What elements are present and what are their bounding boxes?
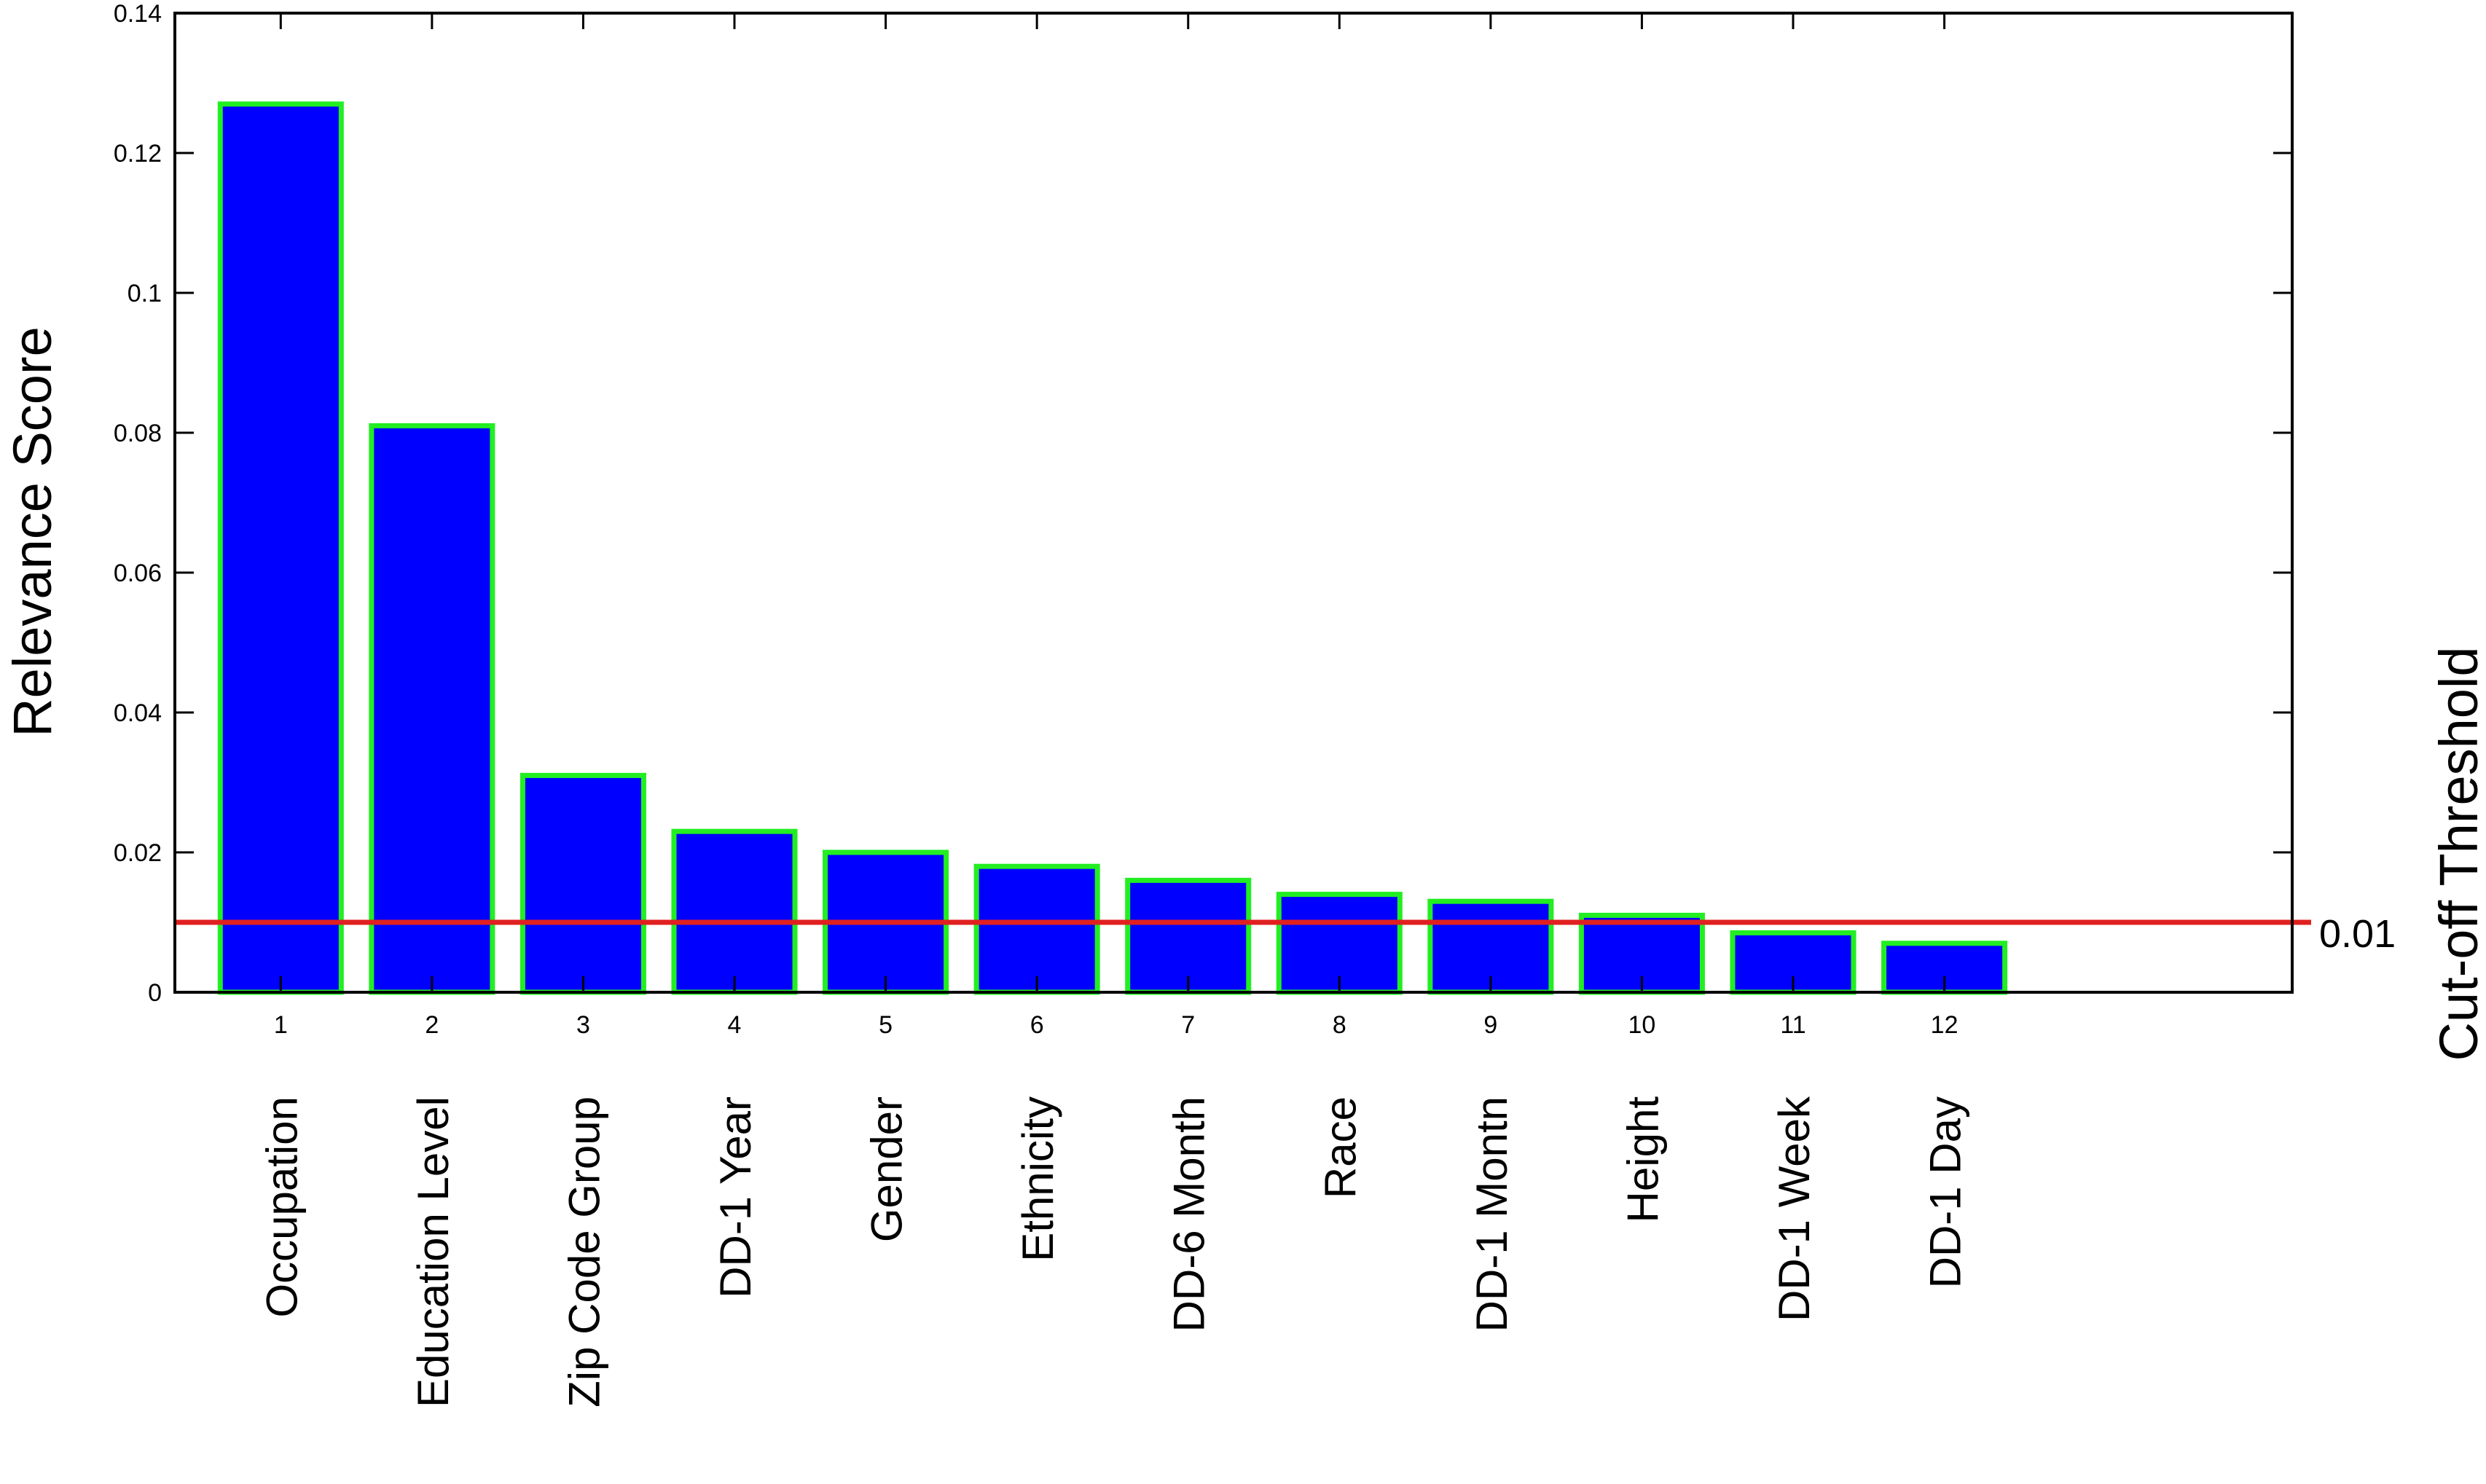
y-tick-label: 0.04 (114, 699, 162, 727)
category-label: Occupation (257, 1096, 306, 1318)
bars-layer (217, 101, 2008, 995)
x-tick-label: 12 (1931, 1011, 1958, 1039)
y-axis-ticks: 0 0.02 0.04 0.06 0.08 0.1 0.12 0.14 (114, 0, 2292, 1007)
x-tick-label: 9 (1483, 1011, 1497, 1039)
category-label: Gender (863, 1096, 911, 1242)
category-label: DD-6 Month (1165, 1096, 1214, 1332)
x-tick-label: 11 (1780, 1011, 1805, 1039)
x-tick-label: 2 (425, 1011, 439, 1039)
y-axis-label: Relevance Score (2, 326, 63, 737)
category-labels: Occupation Education Level Zip Code Group D… (257, 1096, 1969, 1408)
x-tick-label: 6 (1030, 1011, 1044, 1039)
category-label: Education Level (409, 1096, 458, 1408)
category-label: DD-1 Montn (1467, 1096, 1516, 1332)
category-label: DD-1 Year (711, 1096, 760, 1298)
category-label: Ethnicity (1013, 1096, 1062, 1262)
category-label: Height (1618, 1096, 1667, 1223)
x-tick-label: 4 (728, 1011, 742, 1039)
bar-4 (671, 828, 798, 995)
x-tick-label: 10 (1628, 1011, 1656, 1039)
y-tick-label: 0.14 (114, 0, 162, 28)
x-tick-label: 8 (1333, 1011, 1346, 1039)
y-tick-label: 0.12 (114, 140, 162, 168)
y-tick-label: 0.1 (128, 280, 162, 307)
x-tick-label: 3 (576, 1011, 590, 1039)
x-tick-label: 7 (1181, 1011, 1195, 1039)
y-tick-label: 0.08 (114, 420, 162, 447)
y-tick-label: 0 (148, 979, 162, 1007)
plot-frame (173, 12, 2294, 994)
category-label: Race (1316, 1096, 1365, 1198)
category-label: DD-1 Week (1770, 1096, 1819, 1322)
bar-6 (973, 863, 1100, 995)
y-tick-label: 0.02 (114, 839, 162, 867)
x-tick-label: 1 (274, 1011, 288, 1039)
bar-3 (519, 772, 646, 995)
bar-7 (1125, 877, 1252, 995)
bar-1 (217, 101, 344, 995)
y-tick-label: 0.06 (114, 560, 162, 587)
bar-2 (369, 423, 495, 995)
x-axis-ticks: 1 2 3 4 5 6 7 8 9 10 11 12 (274, 13, 1958, 1039)
threshold-title: Cut-off Threshold (2428, 646, 2486, 1061)
category-label: Zip Code Group (560, 1096, 608, 1408)
threshold-value-label: 0.01 (2319, 912, 2396, 956)
x-tick-label: 5 (879, 1011, 893, 1039)
category-label: DD-1 Day (1921, 1096, 1970, 1288)
